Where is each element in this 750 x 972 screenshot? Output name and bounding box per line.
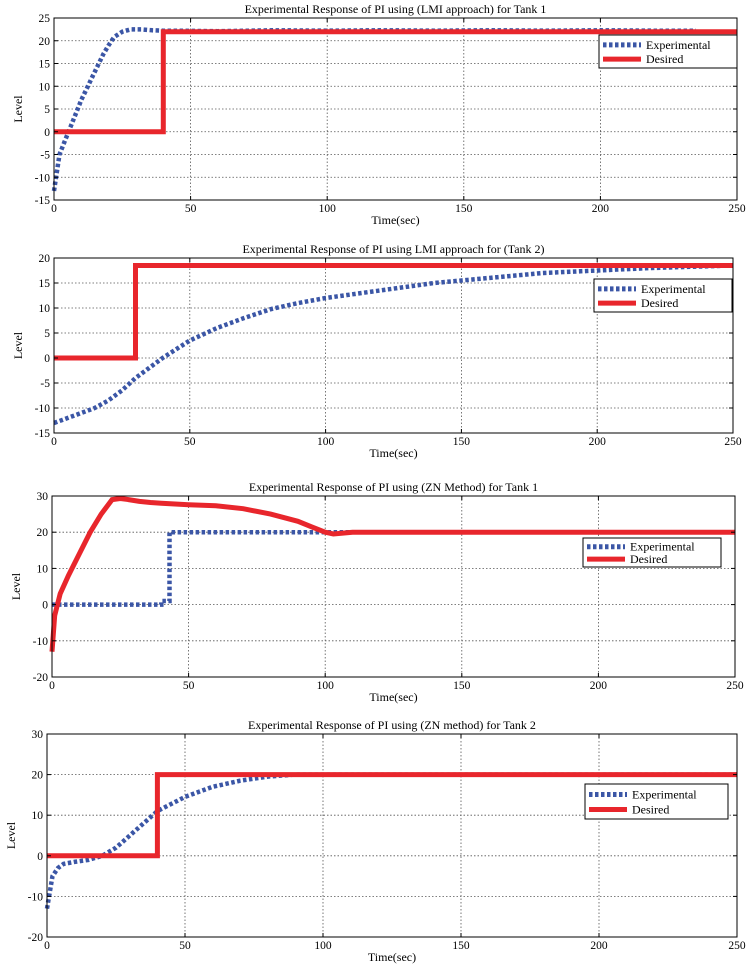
x-tick-label: 50 [179,940,191,952]
chart-panel-1: 0 50 100 150 200 250 -15 -10 -5 0 5 10 15 20 25 Experim… [11,2,746,227]
x-tick-label: 150 [453,436,471,448]
x-tick-label: 200 [592,203,610,215]
x-axis-label: Time(sec) [369,446,417,460]
axes-frame [53,257,734,434]
y-tick-label: -10 [28,891,44,903]
legend-label-experimental: Experimental [641,282,706,296]
y-tick-label: 10 [37,563,49,575]
legend-label-experimental: Experimental [646,38,711,52]
series-line-desired [54,29,737,135]
legend-box [593,278,733,313]
y-tick-label: 20 [39,253,51,265]
x-tick-label: 150 [453,680,471,692]
chart-title: Experimental Response of PI using (ZN Me… [249,480,538,494]
legend-label-experimental: Experimental [630,540,695,554]
x-tick-label: 0 [49,680,55,692]
x-tick-label: 250 [728,940,746,952]
y-tick-label: -20 [28,932,44,944]
x-tick-label: 150 [452,940,470,952]
x-axis-label: Time(sec) [369,690,417,704]
y-tick-label: 30 [32,729,44,741]
y-tick-label: 10 [39,303,51,315]
y-axis-label: Level [11,95,25,123]
x-tick-label: 250 [724,436,742,448]
x-tick-label: 200 [590,940,608,952]
y-tick-label: 0 [44,353,50,365]
x-tick-label: 0 [51,203,57,215]
x-tick-label: 50 [185,203,197,215]
y-tick-label: 20 [37,527,49,539]
x-tick-label: 50 [184,436,196,448]
x-tick-label: 50 [183,680,195,692]
legend-label-desired: Desired [646,52,683,66]
chart-panel-4: 0 50 100 150 200 250 -20 -10 0 10 20 30 Experimental… [4,718,746,964]
y-tick-label: 0 [42,600,48,612]
legend-box [598,34,738,69]
x-tick-label: 100 [317,680,335,692]
axes-frame [51,495,736,678]
x-tick-label: 250 [726,680,744,692]
legend-label-desired: Desired [630,552,667,566]
x-tick-label: 150 [455,203,473,215]
series-line-experimental [52,529,735,607]
y-axis-label: Level [11,331,25,359]
legend-box [584,783,729,820]
y-tick-label: -10 [35,172,51,184]
y-tick-label: 25 [39,13,51,25]
chart-title: Experimental Response of PI using (ZN me… [248,718,536,732]
y-tick-label: -10 [35,403,51,415]
y-tick-label: -20 [33,672,49,684]
legend-label-desired: Desired [632,803,669,817]
y-axis-label: Level [4,821,18,849]
y-tick-label: 5 [44,104,50,116]
y-tick-label: -5 [40,378,50,390]
x-tick-label: 250 [728,203,746,215]
y-tick-label: -15 [35,195,51,207]
y-tick-label: 20 [32,770,44,782]
legend-label-experimental: Experimental [632,788,697,802]
y-tick-label: 0 [37,851,43,863]
y-tick-label: -10 [33,636,49,648]
series-line-desired [54,263,733,361]
y-tick-label: 15 [39,59,51,71]
x-tick-label: 200 [589,436,607,448]
x-tick-label: 100 [314,940,332,952]
y-tick-label: -15 [35,428,51,440]
x-tick-label: 0 [51,436,57,448]
chart-panel-3: 0 50 100 150 200 250 -20 -10 0 10 20 30 Experimental… [9,480,744,704]
y-tick-label: 15 [39,278,51,290]
chart-title: Experimental Response of PI using LMI ap… [242,242,544,256]
series-line-experimental [53,263,734,426]
x-tick-label: 200 [590,680,608,692]
series-line-desired [47,772,737,859]
y-tick-label: 30 [37,491,49,503]
x-tick-label: 0 [44,940,50,952]
series-line-desired [49,495,735,652]
x-axis-label: Time(sec) [368,950,416,964]
legend-label-desired: Desired [641,296,678,310]
chart-title: Experimental Response of PI using (LMI a… [245,2,547,16]
y-tick-label: 20 [39,36,51,48]
y-tick-label: -5 [40,150,50,162]
y-tick-label: 5 [44,328,50,340]
y-tick-label: 10 [32,810,44,822]
legend-box [582,537,722,568]
y-tick-label: 0 [44,127,50,139]
y-tick-label: 10 [39,81,51,93]
x-tick-label: 100 [317,436,335,448]
axes-frame [46,733,738,938]
x-axis-label: Time(sec) [371,213,419,227]
chart-panel-2: 0 50 100 150 200 250 -15 -10 -5 0 5 10 15 20 Experimen… [11,242,742,460]
x-tick-label: 100 [319,203,337,215]
y-axis-label: Level [9,572,23,600]
